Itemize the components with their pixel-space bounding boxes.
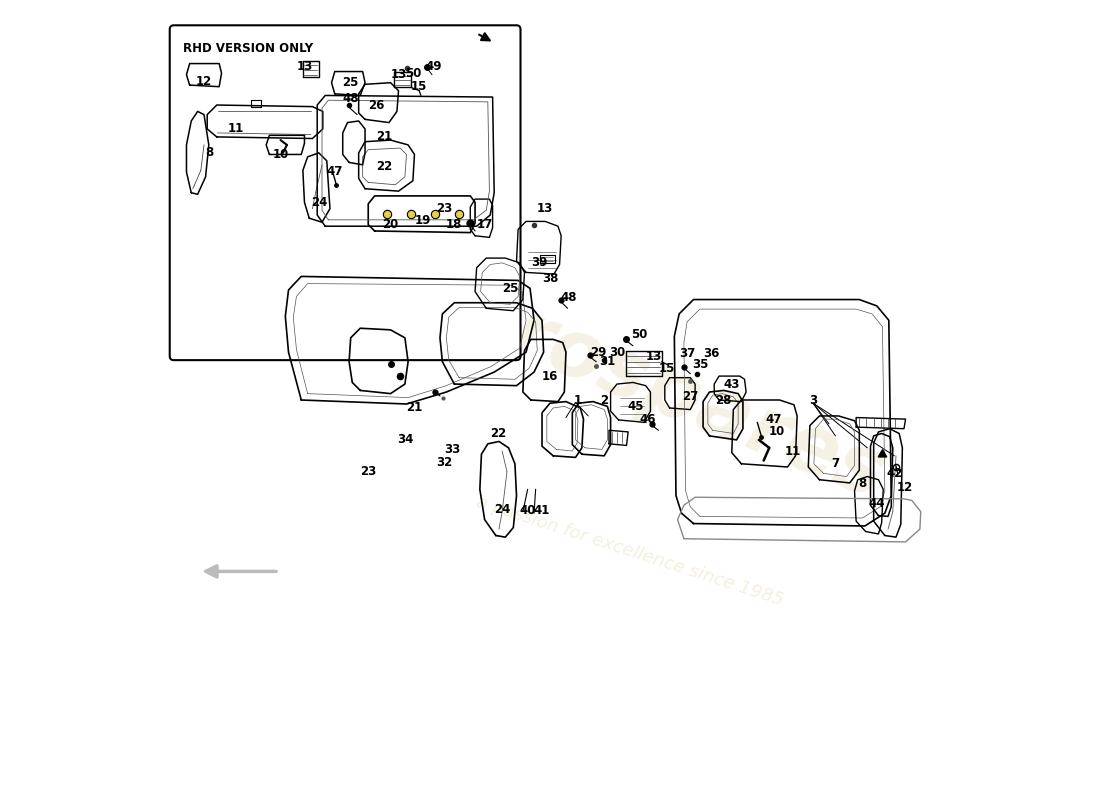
FancyBboxPatch shape xyxy=(169,26,520,360)
Text: 23: 23 xyxy=(436,202,452,215)
Text: 13: 13 xyxy=(537,202,552,215)
Text: 13: 13 xyxy=(390,68,407,82)
Text: 39: 39 xyxy=(531,256,548,270)
Text: 21: 21 xyxy=(376,130,393,143)
Text: 48: 48 xyxy=(561,291,578,305)
Text: 13: 13 xyxy=(296,60,312,74)
Text: 48: 48 xyxy=(342,92,359,105)
Text: 44: 44 xyxy=(869,497,886,510)
Text: 27: 27 xyxy=(682,390,698,402)
Text: 46: 46 xyxy=(640,414,657,426)
Text: 22: 22 xyxy=(376,160,393,173)
Text: 24: 24 xyxy=(311,196,328,209)
Text: 45: 45 xyxy=(628,400,645,413)
Text: 3: 3 xyxy=(808,394,817,406)
Text: RHD VERSION ONLY: RHD VERSION ONLY xyxy=(184,42,314,55)
Text: 32: 32 xyxy=(436,456,452,469)
Text: 43: 43 xyxy=(724,378,740,390)
Text: 29: 29 xyxy=(590,346,606,358)
Text: 41: 41 xyxy=(534,503,550,517)
Text: 33: 33 xyxy=(444,443,461,456)
Text: 11: 11 xyxy=(785,446,801,458)
Text: 2: 2 xyxy=(601,394,608,406)
Text: 18: 18 xyxy=(447,218,462,231)
Text: 38: 38 xyxy=(542,272,558,286)
Text: 49: 49 xyxy=(426,60,442,74)
Text: 36: 36 xyxy=(704,347,720,360)
Text: 10: 10 xyxy=(769,426,785,438)
Text: 34: 34 xyxy=(397,434,414,446)
Text: 19: 19 xyxy=(415,214,430,227)
Text: 37: 37 xyxy=(679,347,695,360)
Text: 47: 47 xyxy=(327,166,343,178)
Text: 35: 35 xyxy=(692,358,708,370)
Text: 17: 17 xyxy=(476,218,493,231)
Text: 13: 13 xyxy=(646,350,662,362)
Text: 8: 8 xyxy=(206,146,213,159)
Text: 30: 30 xyxy=(609,346,626,358)
Text: eurospares: eurospares xyxy=(395,253,896,515)
Text: 25: 25 xyxy=(342,76,359,90)
Text: a passion for excellence since 1985: a passion for excellence since 1985 xyxy=(474,493,785,610)
Text: 12: 12 xyxy=(896,481,913,494)
Text: 8: 8 xyxy=(858,478,867,490)
Text: 15: 15 xyxy=(658,362,674,374)
Text: 26: 26 xyxy=(368,98,384,111)
Text: 47: 47 xyxy=(764,413,781,426)
Text: 22: 22 xyxy=(491,427,506,440)
Text: 50: 50 xyxy=(631,328,648,341)
Text: 28: 28 xyxy=(716,394,732,406)
Text: 40: 40 xyxy=(519,503,536,517)
Text: 12: 12 xyxy=(196,74,212,88)
Text: 1: 1 xyxy=(574,394,582,406)
Text: 25: 25 xyxy=(502,282,518,295)
Text: 10: 10 xyxy=(273,148,288,161)
Text: 23: 23 xyxy=(360,466,376,478)
Text: 16: 16 xyxy=(542,370,558,382)
Text: 15: 15 xyxy=(410,80,427,93)
Text: 7: 7 xyxy=(832,458,839,470)
Text: 20: 20 xyxy=(383,218,398,231)
Text: 24: 24 xyxy=(494,502,510,516)
Text: 21: 21 xyxy=(406,402,422,414)
Text: 42: 42 xyxy=(887,467,903,480)
Text: 11: 11 xyxy=(228,122,244,135)
Text: 50: 50 xyxy=(405,66,421,80)
Text: 31: 31 xyxy=(600,355,616,368)
